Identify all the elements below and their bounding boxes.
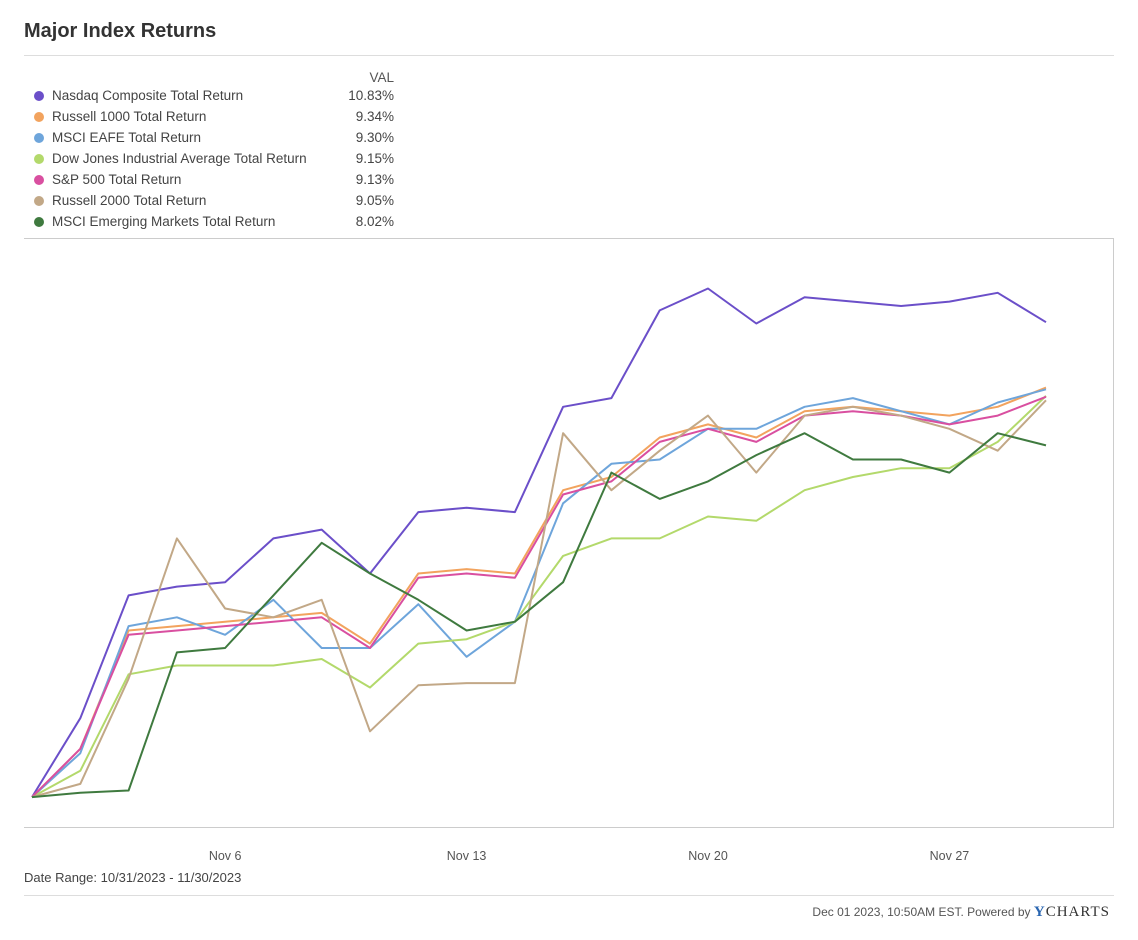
chart-plot-area [24,239,1054,829]
legend-dot [34,217,44,227]
legend-dot [34,133,44,143]
legend-series-name: Nasdaq Composite Total Return [52,88,324,103]
series-line [32,433,1046,797]
legend-series-name: Russell 2000 Total Return [52,193,324,208]
x-tick-label: Nov 20 [688,849,728,863]
legend-series-val: 9.05% [324,193,394,208]
legend-series-name: MSCI Emerging Markets Total Return [52,214,324,229]
series-line [32,397,1046,797]
legend-row: Dow Jones Industrial Average Total Retur… [34,148,1114,169]
series-line [32,289,1046,798]
x-tick-label: Nov 6 [209,849,242,863]
series-line [32,388,1046,797]
brand-logo: YCHARTS [1034,904,1110,920]
legend-series-val: 9.13% [324,172,394,187]
legend-series-name: Russell 1000 Total Return [52,109,324,124]
legend-row: Russell 2000 Total Return9.05% [34,190,1114,211]
legend-dot [34,91,44,101]
legend-row: Nasdaq Composite Total Return10.83% [34,85,1114,106]
legend-dot [34,154,44,164]
legend-header: VAL [34,70,1114,85]
footer-timestamp: Dec 01 2023, 10:50AM EST. Powered by [812,905,1033,919]
legend-series-name: MSCI EAFE Total Return [52,130,324,145]
legend-row: S&P 500 Total Return9.13% [34,169,1114,190]
legend-header-val: VAL [324,70,394,85]
line-chart: 0.00%3.00%6.00% Nov 6Nov 13Nov 20Nov 27 … [24,238,1114,828]
legend-dot [34,175,44,185]
series-line [32,396,1046,797]
series-line [32,389,1046,797]
legend-row: MSCI EAFE Total Return9.30% [34,127,1114,148]
legend-series-name: S&P 500 Total Return [52,172,324,187]
legend-dot [34,112,44,122]
chart-title: Major Index Returns [24,20,1114,56]
legend-series-val: 9.34% [324,109,394,124]
legend-dot [34,196,44,206]
x-tick-label: Nov 13 [447,849,487,863]
legend-series-val: 10.83% [324,88,394,103]
date-range-label: Date Range: 10/31/2023 - 11/30/2023 [24,870,1114,896]
footer: Dec 01 2023, 10:50AM EST. Powered by YCH… [24,904,1114,921]
legend-series-val: 8.02% [324,214,394,229]
x-tick-label: Nov 27 [930,849,970,863]
legend-series-name: Dow Jones Industrial Average Total Retur… [52,151,324,166]
legend-series-val: 9.30% [324,130,394,145]
legend-table: VAL Nasdaq Composite Total Return10.83%R… [34,70,1114,232]
legend-series-val: 9.15% [324,151,394,166]
legend-row: MSCI Emerging Markets Total Return8.02% [34,211,1114,232]
legend-row: Russell 1000 Total Return9.34% [34,106,1114,127]
